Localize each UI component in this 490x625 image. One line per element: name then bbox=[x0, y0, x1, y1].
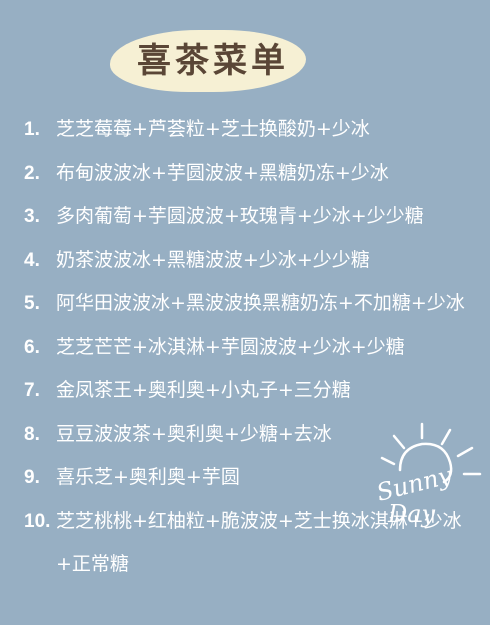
item-number: 6. bbox=[24, 336, 40, 358]
sun-doodle-icon bbox=[380, 422, 482, 484]
item-number: 4. bbox=[24, 249, 40, 271]
item-text: 奶茶波波冰+黑糖波波+少冰+少少糖 bbox=[56, 248, 370, 271]
item-text: 芝芝芒芒+冰淇淋+芋圆波波+少冰+少糖 bbox=[56, 335, 405, 358]
list-item: 6. 芝芝芒芒+冰淇淋+芋圆波波+少冰+少糖 bbox=[0, 326, 480, 370]
item-text: 豆豆波波茶+奥利奥+少糖+去冰 bbox=[56, 422, 332, 445]
item-number: 8. bbox=[24, 423, 40, 445]
item-number: 9. bbox=[24, 467, 40, 488]
list-item: 2. 布甸波波冰+芋圆波波+黑糖奶冻+少冰 bbox=[0, 152, 480, 196]
item-number: 3. bbox=[24, 206, 40, 227]
menu-list: 1. 芝芝莓莓+芦荟粒+芝士换酸奶+少冰 2. 布甸波波冰+芋圆波波+黑糖奶冻+少冰… bbox=[0, 108, 490, 587]
list-item: 4. 奶茶波波冰+黑糖波波+少冰+少少糖 bbox=[0, 239, 480, 283]
item-text: 芝芝莓莓+芦荟粒+芝士换酸奶+少冰 bbox=[56, 118, 370, 140]
item-text: 金凤茶王+奥利奥+小丸子+三分糖 bbox=[56, 379, 351, 401]
list-item: 5. 阿华田波波冰+黑波波换黑糖奶冻+不加糖+少冰 bbox=[0, 282, 480, 326]
sticker-text-day: Day bbox=[388, 500, 436, 528]
list-item: 10. 芝芝桃桃+红柚粒+脆波波+芝士换冰淇淋+少冰+正常糖 bbox=[0, 500, 480, 587]
list-item: 9. 喜乐芝+奥利奥+芋圆 bbox=[0, 456, 480, 500]
title-background bbox=[110, 30, 306, 92]
page-title: 喜茶菜单 bbox=[137, 41, 289, 81]
item-number: 5. bbox=[24, 293, 40, 314]
item-text: 多肉葡萄+芋圆波波+玫瑰青+少冰+少少糖 bbox=[56, 205, 424, 227]
list-item: 3. 多肉葡萄+芋圆波波+玫瑰青+少冰+少少糖 bbox=[0, 195, 480, 239]
item-text: 喜乐芝+奥利奥+芋圆 bbox=[56, 466, 240, 488]
list-item: 1. 芝芝莓莓+芦荟粒+芝士换酸奶+少冰 bbox=[0, 108, 480, 152]
item-number: 1. bbox=[24, 119, 40, 140]
list-item: 8. 豆豆波波茶+奥利奥+少糖+去冰 bbox=[0, 413, 480, 457]
list-item: 7. 金凤茶王+奥利奥+小丸子+三分糖 bbox=[0, 369, 480, 413]
item-text: 芝芝桃桃+红柚粒+脆波波+芝士换冰淇淋+少冰+正常糖 bbox=[56, 509, 462, 576]
item-number: 7. bbox=[24, 380, 40, 401]
item-number: 10. bbox=[24, 510, 51, 532]
item-text: 布甸波波冰+芋圆波波+黑糖奶冻+少冰 bbox=[56, 161, 389, 184]
item-number: 2. bbox=[24, 162, 40, 184]
item-text: 阿华田波波冰+黑波波换黑糖奶冻+不加糖+少冰 bbox=[56, 292, 465, 314]
